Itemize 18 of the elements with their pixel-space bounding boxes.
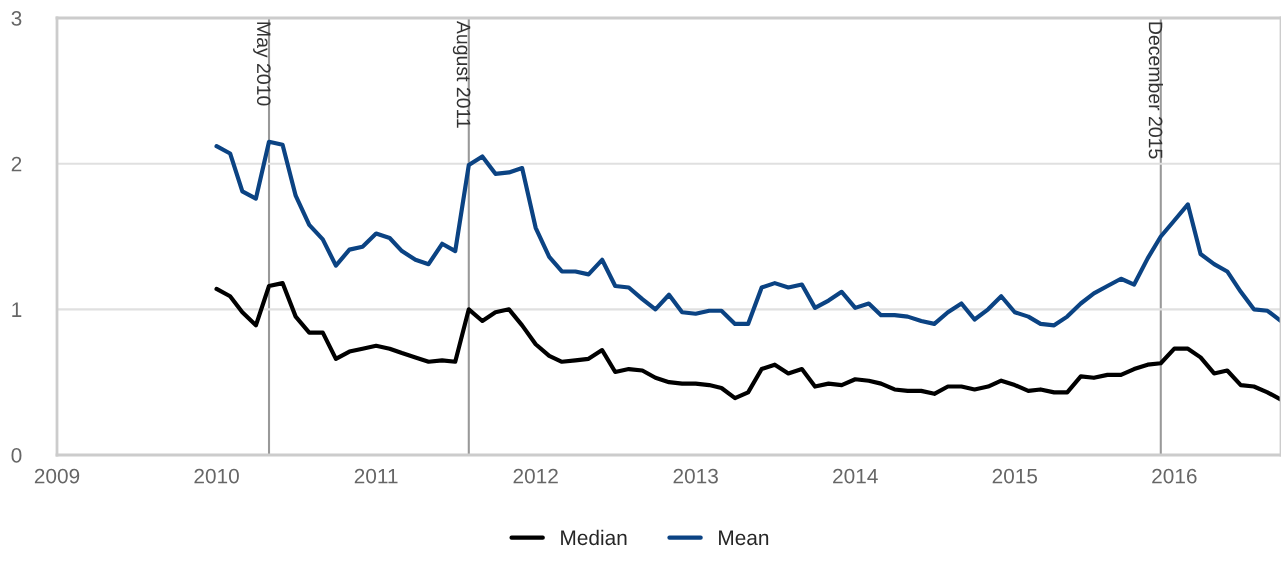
x-tick-label: 2013 xyxy=(673,468,718,484)
ref-line-label: December 2015 xyxy=(1148,22,1163,159)
x-tick-label: 2015 xyxy=(992,468,1038,484)
y-tick-label: 0 xyxy=(11,448,22,463)
x-tick-label: 2012 xyxy=(513,468,558,484)
y-tick-label: 2 xyxy=(11,156,22,172)
y-tick-label: 3 xyxy=(11,11,22,26)
x-tick-label: 2014 xyxy=(833,468,878,484)
legend-label: Mean xyxy=(719,530,769,546)
ref-line-label: August 2011 xyxy=(452,20,471,128)
y-tick-label: 1 xyxy=(12,302,22,317)
line-series xyxy=(214,281,1281,402)
legend-label: Median xyxy=(561,529,627,546)
x-tick-label: 2016 xyxy=(1152,468,1197,484)
x-tick-label: 2009 xyxy=(34,468,80,484)
x-tick-label: 2010 xyxy=(194,468,239,484)
x-tick-label: 2011 xyxy=(354,468,398,484)
ref-line-label: May 2010 xyxy=(253,22,271,106)
